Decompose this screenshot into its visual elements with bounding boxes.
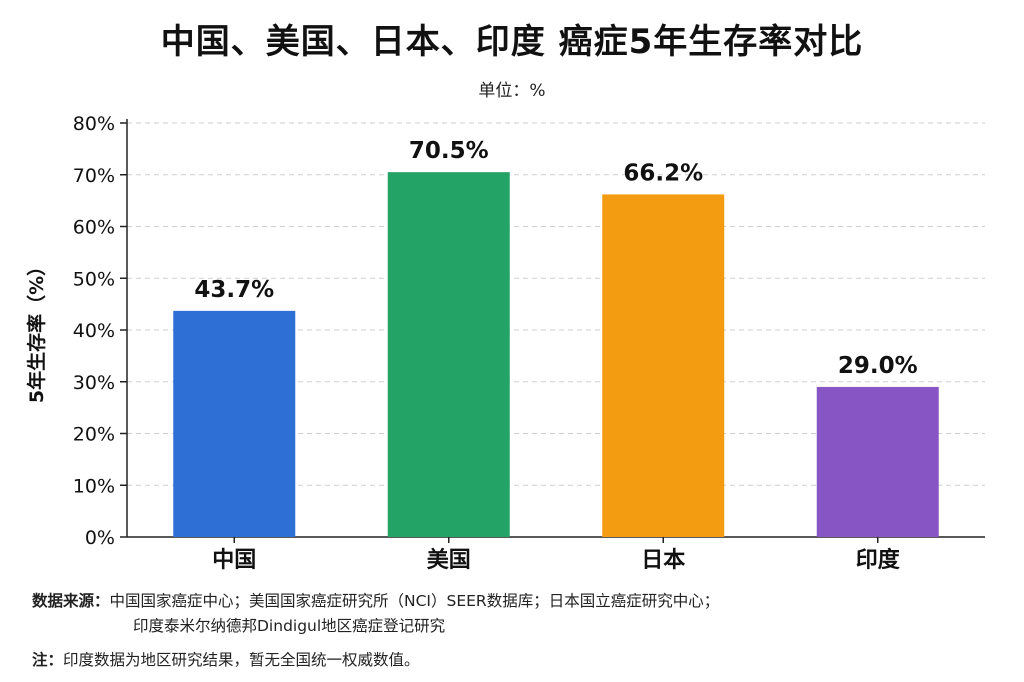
chart-title: 中国、美国、日本、印度 癌症5年生存率对比	[160, 22, 864, 62]
x-tick-label: 中国	[212, 548, 256, 573]
x-tick-label: 美国	[427, 547, 471, 573]
y-tick-label: 80%	[73, 113, 115, 135]
y-tick-label: 50%	[73, 268, 115, 290]
y-tick-label: 10%	[73, 475, 115, 497]
y-tick-label: 20%	[73, 424, 115, 446]
chart-subtitle: 单位：%	[478, 81, 546, 101]
source-label: 数据来源：	[32, 592, 110, 610]
source-line-1: 数据来源：中国国家癌症中心；美国国家癌症研究所（NCI）SEER数据库；日本国立…	[32, 590, 719, 612]
x-tick-label: 印度	[856, 547, 901, 573]
bar-1	[387, 172, 510, 537]
y-tick-label: 40%	[73, 320, 115, 342]
bar-chart: 0% 10% 20% 30% 40% 50% 60% 70% 80% 5年生存率（%） 43.7% 中…	[25, 113, 985, 573]
data-label: 43.7%	[194, 277, 274, 303]
y-axis-label: 5年生存率（%）	[25, 257, 48, 403]
y-tick-label: 70%	[73, 165, 115, 187]
source-text-1: 中国国家癌症中心；美国国家癌症研究所（NCI）SEER数据库；日本国立癌症研究中…	[109, 592, 720, 610]
data-label: 29.0%	[838, 353, 918, 379]
note-label: 注：	[32, 651, 64, 669]
bar-3	[816, 386, 939, 537]
note-line: 注：印度数据为地区研究结果，暂无全国统一权威数值。	[32, 649, 420, 671]
bar-0	[173, 310, 296, 537]
source-line-2: 印度泰米尔纳德邦Dindigul地区癌症登记研究	[133, 615, 445, 637]
data-label: 66.2%	[623, 160, 703, 186]
data-label: 70.5%	[409, 138, 489, 164]
y-tick-label: 0%	[85, 527, 115, 549]
bar-2	[602, 194, 725, 538]
source-text-2: 印度泰米尔纳德邦Dindigul地区癌症登记研究	[133, 617, 446, 635]
y-tick-label: 60%	[73, 217, 115, 239]
note-text: 印度数据为地区研究结果，暂无全国统一权威数值。	[63, 651, 420, 669]
y-tick-label: 30%	[73, 372, 115, 394]
x-tick-label: 日本	[641, 548, 685, 573]
